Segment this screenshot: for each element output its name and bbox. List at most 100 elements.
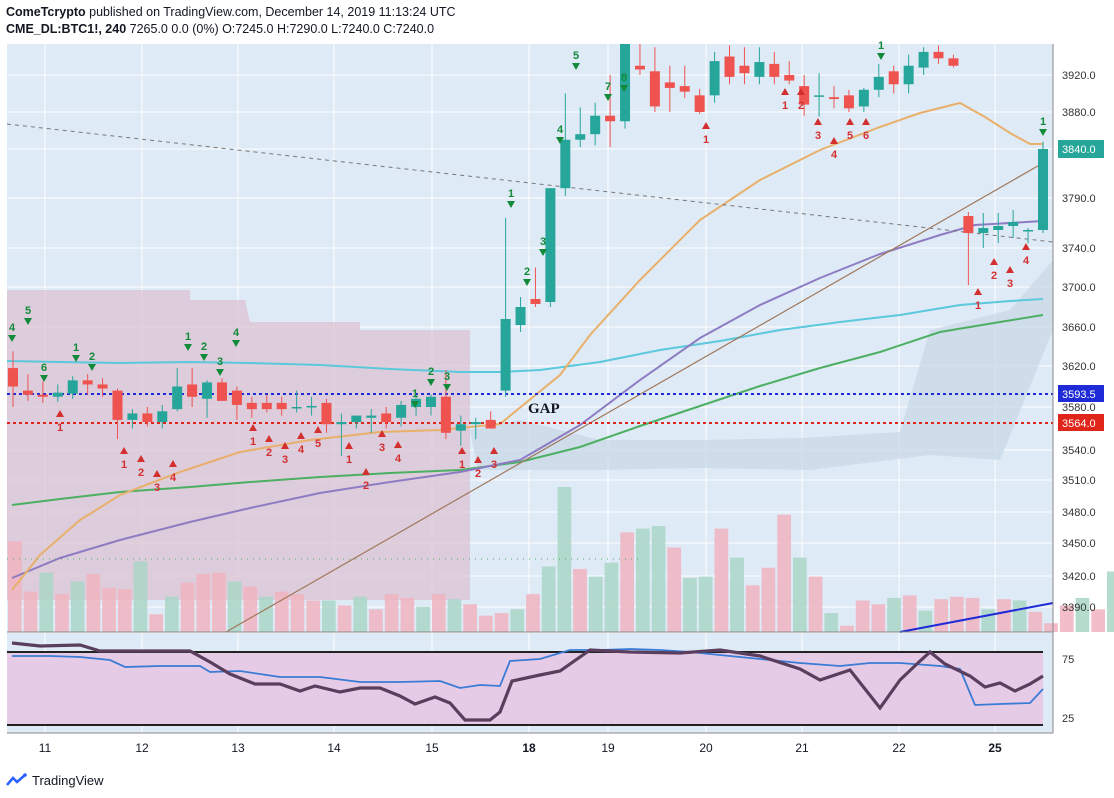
volume-bar [86, 574, 101, 632]
td-buy-marker: 1 [974, 288, 982, 312]
candle-body [470, 422, 481, 425]
volume-bar [714, 528, 729, 632]
candle-body [8, 368, 18, 387]
svg-text:3: 3 [491, 459, 497, 471]
candle-body [679, 86, 690, 92]
candle [664, 65, 675, 112]
candle [22, 374, 33, 401]
candle-body [202, 382, 213, 399]
candle [769, 51, 780, 85]
svg-text:2: 2 [428, 366, 434, 378]
svg-text:4: 4 [557, 124, 564, 136]
symbol-line: CME_DL:BTC1!, 240 7265.0 0.0 (0%) O:7245… [6, 21, 1106, 38]
td-sell-marker: 3 [216, 356, 224, 376]
candle [888, 65, 899, 94]
tradingview-logo-icon[interactable] [6, 773, 28, 787]
candle [963, 212, 974, 286]
tradingview-brand[interactable]: TradingView [32, 772, 104, 788]
volume-bar [431, 594, 446, 632]
candle [321, 398, 332, 433]
volume-trend-line-blue [899, 602, 1054, 633]
svg-text:3593.5: 3593.5 [1062, 389, 1096, 401]
svg-text:3840.0: 3840.0 [1062, 144, 1096, 156]
volume-bar [70, 581, 85, 632]
candle [246, 396, 257, 418]
candle-body [709, 61, 720, 96]
time-tick-label: 21 [795, 741, 809, 755]
time-tick-label: 15 [425, 741, 439, 755]
ma-cyan-line [6, 298, 1044, 373]
td-buy-marker: 2 [990, 258, 998, 282]
svg-text:1: 1 [73, 342, 79, 354]
candle-body [172, 386, 183, 410]
candle [112, 388, 123, 440]
chart-header: ComeTcrypto published on TradingView.com… [6, 4, 1106, 40]
gap-label: GAP [528, 401, 560, 417]
time-tick-label: 22 [892, 741, 906, 755]
volume-bar [149, 614, 163, 632]
candle-body [515, 307, 526, 325]
td-buy-marker: 1 [345, 442, 353, 466]
candle [530, 267, 541, 307]
volume-bar [463, 604, 477, 632]
price-tick-label: 3660.0 [1062, 322, 1096, 334]
volume-bar [243, 586, 258, 632]
candle [1038, 141, 1048, 233]
rsi-axis: 75 25 [1062, 654, 1074, 725]
svg-text:3: 3 [540, 236, 546, 248]
volume-bar [494, 613, 509, 632]
publish-text: published on TradingView.com, December 1… [89, 5, 456, 19]
time-tick-label: 14 [327, 741, 341, 755]
candle-body [67, 380, 78, 394]
svg-text:1: 1 [508, 188, 514, 200]
svg-text:3: 3 [282, 454, 288, 466]
candle [366, 409, 377, 433]
candle-body [1008, 222, 1019, 226]
volume-bar [1028, 611, 1043, 632]
candle [978, 213, 989, 248]
candle [814, 73, 825, 117]
td-buy-marker: 1 [120, 447, 128, 471]
rsi-tick-25: 25 [1062, 713, 1074, 725]
volume-bar [1107, 571, 1114, 632]
td-sell-marker: 4 [8, 322, 16, 342]
ohlc-values: 7265.0 0.0 (0%) O:7245.0 H:7290.0 L:7240… [129, 22, 435, 36]
candle [37, 381, 48, 403]
td-buy-marker: 4 [1022, 243, 1030, 267]
svg-text:2: 2 [89, 351, 95, 363]
candle-body [620, 44, 631, 122]
publisher-name[interactable]: ComeTcrypto [6, 5, 86, 19]
volume-bar [447, 599, 462, 632]
td-buy-marker: 4 [297, 432, 305, 456]
candle-body [873, 76, 884, 90]
candle-body [664, 82, 675, 88]
svg-text:3: 3 [444, 371, 450, 383]
candle [709, 51, 720, 103]
td-sell-marker: 4 [556, 124, 564, 144]
td-sell-marker: 3 [443, 371, 451, 391]
candle [231, 386, 242, 420]
candle [67, 376, 78, 399]
td-sell-marker: 5 [572, 50, 580, 70]
ma-purple-line [11, 220, 1044, 579]
candle-body [142, 413, 153, 423]
volume-bar [824, 613, 839, 632]
candle-body [381, 413, 392, 423]
candle [52, 384, 63, 402]
td-buy-marker: 2 [265, 435, 273, 459]
candle-body [157, 411, 168, 423]
price-tick-label: 3790.0 [1062, 193, 1096, 205]
candle [515, 297, 526, 332]
td-buy-marker: 5 [314, 426, 322, 450]
volume-bar [180, 582, 195, 632]
candle [679, 65, 690, 99]
svg-text:2: 2 [475, 468, 481, 480]
candle-body [425, 396, 436, 407]
svg-text:3: 3 [379, 442, 385, 454]
svg-text:3: 3 [154, 482, 160, 494]
candle [8, 351, 18, 407]
td-sell-marker: 1 [72, 342, 80, 362]
candle-body [52, 392, 63, 397]
td-sell-marker: 1 [1039, 116, 1047, 136]
